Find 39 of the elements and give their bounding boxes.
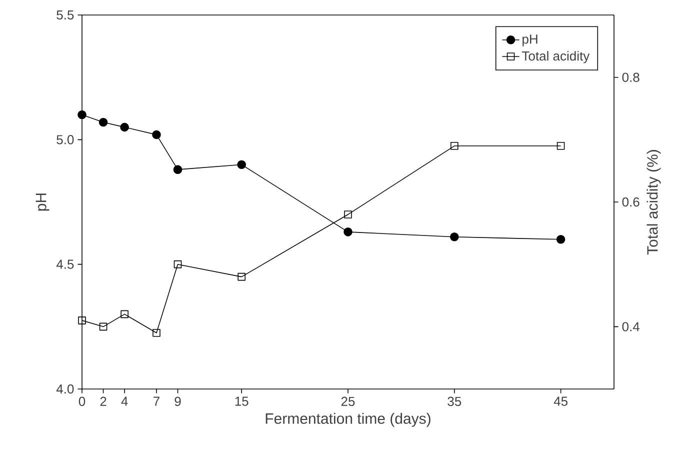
- legend-label: Total acidity: [522, 51, 590, 64]
- x-tick-label: 4: [121, 396, 128, 406]
- y2-tick-label: 0.6: [622, 197, 640, 207]
- x-axis-title: Fermentation time (days): [266, 412, 430, 427]
- point: [556, 235, 566, 244]
- point: [344, 228, 352, 236]
- y-axis-title: pH: [36, 194, 50, 211]
- point: [78, 110, 86, 120]
- point: [237, 160, 246, 169]
- x-tick-label: 15: [235, 396, 248, 406]
- point: [152, 329, 160, 337]
- point: [120, 310, 128, 318]
- y-tick-label: 4.5: [56, 260, 74, 269]
- x-tick-label: 7: [154, 396, 160, 406]
- point: [78, 316, 86, 324]
- point: [238, 272, 246, 281]
- point: [173, 165, 182, 174]
- point: [344, 210, 352, 218]
- point: [152, 130, 161, 140]
- point: [120, 122, 129, 132]
- y2-axis-title: Total acidity (%): [646, 150, 661, 255]
- point: [98, 118, 108, 127]
- x-tick-label: 25: [341, 396, 355, 406]
- y2-tick-label: 0.8: [622, 72, 640, 82]
- y-tick-label: 5.0: [56, 135, 74, 144]
- y2-tick-label: 0.4: [622, 322, 640, 332]
- y-tick-label: 4.0: [56, 384, 74, 394]
- y-tick-label: 5.5: [56, 10, 74, 20]
- x-tick-label: 35: [448, 396, 462, 406]
- point: [450, 232, 459, 242]
- legend-label: pH: [522, 34, 538, 46]
- point: [450, 142, 458, 150]
- x-tick-label: 0: [78, 396, 86, 406]
- x-tick-label: 45: [554, 396, 568, 406]
- point: [174, 260, 182, 268]
- x-tick-label: 9: [174, 396, 181, 406]
- point: [556, 142, 565, 150]
- point: [99, 322, 108, 331]
- x-tick-label: 2: [100, 396, 106, 406]
